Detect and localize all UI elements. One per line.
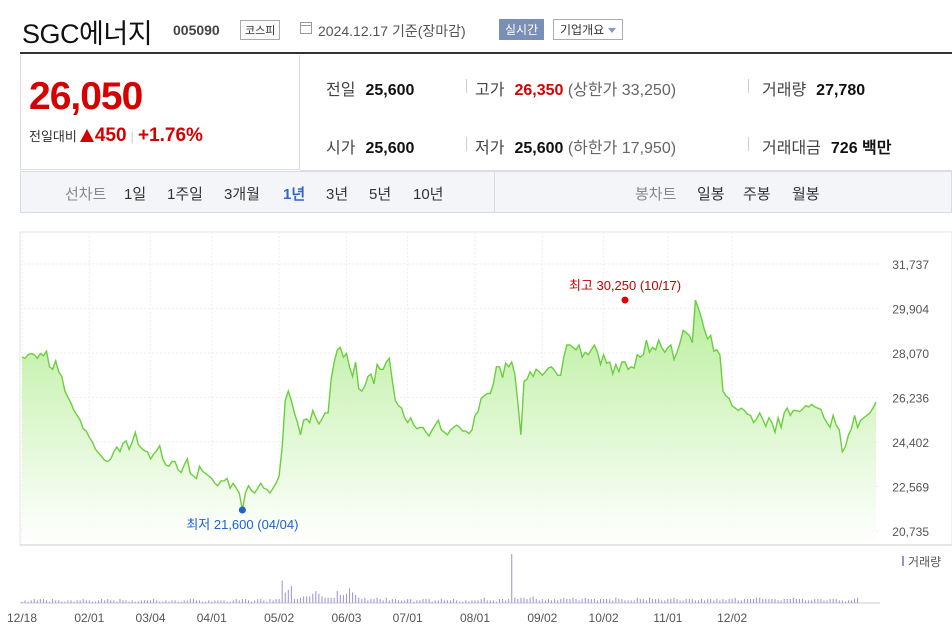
low-label: 최저 21,600 (04/04): [186, 517, 298, 532]
period-3y[interactable]: 3년: [326, 186, 349, 203]
candle-daily[interactable]: 일봉: [697, 186, 725, 203]
period-1y[interactable]: 1년: [283, 186, 306, 203]
y-tick-label: 28,070: [892, 347, 929, 361]
stat-high-label: 고가: [475, 82, 505, 99]
stat-prev: 전일 25,600: [326, 76, 414, 100]
stat-prev-value: 25,600: [365, 82, 415, 99]
volume-legend-swatch: [902, 556, 904, 566]
company-overview-label: 기업개요: [560, 23, 605, 37]
x-tick-label: 09/02: [527, 611, 557, 625]
stat-open-label: 시가: [326, 140, 356, 157]
stat-upper-limit: (상한가 33,250): [567, 82, 677, 99]
x-tick-label: 02/01: [74, 611, 104, 625]
stat-divider: [466, 137, 467, 151]
candle-weekly[interactable]: 주봉: [743, 186, 771, 203]
stat-amount-label: 거래대금: [762, 140, 821, 157]
header-divider: [20, 52, 952, 54]
stat-divider: [748, 79, 749, 93]
realtime-button[interactable]: 실시간: [499, 19, 545, 40]
stat-amount: 거래대금 726 백만: [762, 134, 891, 158]
stat-volume-value: 27,780: [816, 82, 866, 99]
up-triangle-icon: [79, 129, 94, 142]
stat-high-value: 26,350: [514, 82, 564, 99]
price-summary: 26,050 전일대비 450 | +1.76%: [20, 55, 300, 170]
stock-code: 005090: [173, 22, 220, 38]
company-overview-dropdown[interactable]: 기업개요: [553, 19, 624, 40]
y-tick-label: 20,735: [892, 525, 929, 539]
base-date: 2024.12.17 기준(장마감): [318, 23, 466, 39]
stat-open-value: 25,600: [365, 140, 415, 157]
x-tick-label: 05/02: [264, 611, 294, 625]
chevron-down-icon: [608, 28, 617, 34]
stat-volume-label: 거래량: [762, 82, 807, 99]
x-tick-label: 12/02: [717, 611, 747, 625]
change-separator: |: [130, 129, 134, 144]
period-bar-divider: [494, 172, 495, 212]
stat-prev-label: 전일: [326, 82, 356, 99]
candle-chart-label: 봉차트: [635, 186, 677, 203]
calendar-icon: [300, 22, 312, 34]
stat-divider: [748, 137, 749, 151]
period-1d[interactable]: 1일: [124, 186, 147, 203]
change-percent: +1.76%: [137, 125, 203, 146]
price-change: 전일대비 450 | +1.76%: [29, 125, 203, 147]
x-tick-label: 03/04: [136, 611, 166, 625]
x-tick-label: 11/01: [653, 611, 682, 625]
price-area-fill: [22, 300, 876, 545]
stat-low-value: 25,600: [514, 140, 564, 157]
stats-table: 전일 25,600 고가 26,350 (상한가 33,250) 거래량 27,780…: [300, 55, 952, 171]
stat-open: 시가 25,600: [326, 134, 414, 158]
period-bar: 선차트 1일 1주일 3개월 1년 3년 5년 10년 봉차트 일봉 주봉 월봉: [20, 171, 952, 213]
price-line: [21, 299, 877, 511]
stat-low: 저가 25,600 (하한가 17,950): [475, 134, 676, 158]
change-label: 전일대비: [29, 129, 77, 144]
change-amount: 450: [94, 125, 127, 146]
stock-name: SGC에너지: [22, 19, 153, 49]
stat-amount-value: 726 백만: [830, 140, 892, 157]
high-marker: [621, 296, 629, 304]
y-tick-label: 26,236: [892, 392, 929, 406]
volume-legend-label: 거래량: [908, 555, 941, 569]
high-label: 최고 30,250 (10/17): [569, 278, 681, 293]
line-chart-label: 선차트: [65, 186, 107, 203]
x-tick-label: 06/03: [331, 611, 361, 625]
y-tick-label: 29,904: [892, 303, 929, 317]
y-tick-label: 22,569: [892, 481, 929, 495]
period-10y[interactable]: 10년: [413, 186, 444, 203]
candle-monthly[interactable]: 월봉: [792, 186, 820, 203]
stat-divider: [466, 79, 467, 93]
period-3m[interactable]: 3개월: [224, 186, 260, 203]
y-tick-label: 31,737: [892, 258, 929, 272]
x-tick-label: 07/01: [393, 611, 423, 625]
market-badge: 코스피: [240, 20, 281, 40]
stat-low-label: 저가: [475, 140, 505, 157]
x-tick-label: 04/01: [197, 611, 227, 625]
stat-lower-limit: (하한가 17,950): [567, 140, 677, 157]
stat-high: 고가 26,350 (상한가 33,250): [475, 76, 676, 100]
header-bar: SGC에너지 005090 코스피 2024.12.17 기준(장마감) 실시간…: [0, 0, 952, 50]
period-1w[interactable]: 1주일: [167, 186, 203, 203]
period-5y[interactable]: 5년: [369, 186, 392, 203]
y-tick-label: 24,402: [892, 436, 929, 450]
x-tick-label: 12/18: [7, 611, 37, 625]
stat-volume: 거래량 27,780: [762, 76, 865, 100]
current-price: 26,050: [29, 75, 143, 118]
x-tick-label: 08/01: [460, 611, 490, 625]
x-tick-label: 10/02: [589, 611, 619, 625]
low-marker: [238, 506, 246, 514]
